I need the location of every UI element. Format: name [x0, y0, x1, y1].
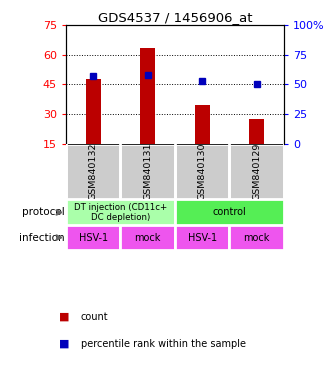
- Text: control: control: [213, 207, 246, 217]
- Text: DT injection (CD11c+
DC depletion): DT injection (CD11c+ DC depletion): [74, 203, 167, 222]
- Text: ■: ■: [59, 312, 70, 322]
- Bar: [120, 144, 175, 199]
- Bar: [66, 225, 120, 250]
- Text: ■: ■: [59, 339, 70, 349]
- Bar: [229, 144, 284, 199]
- Text: GSM840132: GSM840132: [89, 143, 98, 200]
- Text: mock: mock: [244, 233, 270, 243]
- Text: count: count: [81, 312, 109, 322]
- Title: GDS4537 / 1456906_at: GDS4537 / 1456906_at: [98, 11, 252, 24]
- Bar: [175, 199, 284, 225]
- Bar: [194, 105, 210, 144]
- Text: HSV-1: HSV-1: [187, 233, 217, 243]
- Bar: [229, 225, 284, 250]
- Text: GSM840129: GSM840129: [252, 143, 261, 200]
- Text: percentile rank within the sample: percentile rank within the sample: [81, 339, 246, 349]
- Text: GSM840131: GSM840131: [143, 143, 152, 200]
- Text: HSV-1: HSV-1: [79, 233, 108, 243]
- Bar: [66, 199, 175, 225]
- Text: infection: infection: [19, 233, 65, 243]
- Bar: [85, 79, 101, 144]
- Bar: [120, 225, 175, 250]
- Bar: [249, 119, 264, 144]
- Text: protocol: protocol: [22, 207, 65, 217]
- Text: GSM840130: GSM840130: [198, 143, 207, 200]
- Bar: [140, 48, 155, 144]
- Text: mock: mock: [135, 233, 161, 243]
- Bar: [66, 144, 120, 199]
- Bar: [175, 225, 229, 250]
- Bar: [175, 144, 229, 199]
